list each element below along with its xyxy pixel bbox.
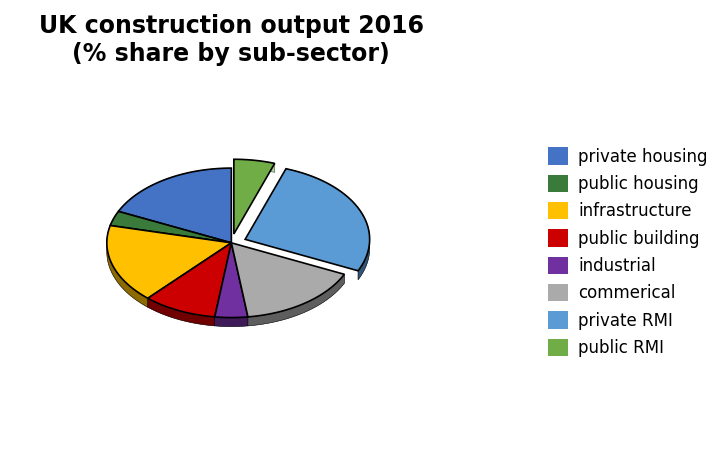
Legend: private housing, public housing, infrastructure, public building, industrial, co: private housing, public housing, infrast… (548, 148, 707, 357)
Polygon shape (147, 298, 215, 326)
Polygon shape (110, 212, 119, 234)
Polygon shape (234, 159, 275, 234)
Polygon shape (234, 159, 275, 172)
Polygon shape (107, 226, 147, 307)
Polygon shape (215, 243, 248, 318)
Polygon shape (286, 169, 369, 280)
Polygon shape (286, 169, 369, 280)
Polygon shape (215, 317, 248, 326)
Polygon shape (119, 168, 231, 243)
Polygon shape (248, 274, 344, 326)
Polygon shape (147, 298, 215, 326)
Polygon shape (107, 226, 147, 307)
Polygon shape (110, 212, 231, 243)
Polygon shape (147, 243, 231, 317)
Polygon shape (119, 168, 231, 220)
Polygon shape (215, 317, 248, 326)
Text: UK construction output 2016
(% share by sub-sector): UK construction output 2016 (% share by … (39, 14, 424, 66)
Polygon shape (248, 274, 344, 326)
Polygon shape (107, 226, 231, 298)
Polygon shape (245, 169, 369, 271)
Polygon shape (231, 243, 344, 317)
